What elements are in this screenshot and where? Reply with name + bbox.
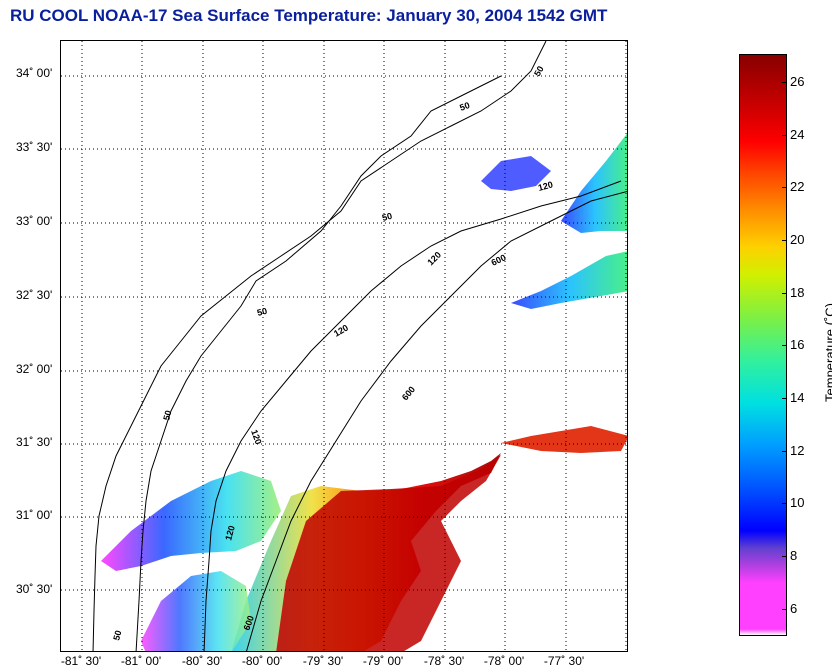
lon-label: -78˚ 00' — [483, 654, 525, 668]
colorbar-tick-label: 22 — [790, 179, 805, 194]
colorbar-tick-mark — [782, 82, 787, 83]
sst-patches — [101, 133, 627, 651]
colorbar-tick-mark — [782, 609, 787, 610]
lon-label: -81˚ 30' — [60, 654, 102, 668]
colorbar-tick-mark — [782, 556, 787, 557]
sst-patch-east-lower — [501, 426, 627, 453]
graticule — [61, 41, 627, 651]
contour-label: 600 — [241, 614, 256, 632]
map-title: RU COOL NOAA-17 Sea Surface Temperature:… — [10, 6, 608, 25]
lon-label: -77˚ 30' — [543, 654, 585, 668]
lat-label: 33˚ 30' — [16, 140, 53, 154]
coastline — [92, 41, 547, 651]
colorbar-tick-label: 14 — [790, 390, 805, 405]
contour-50m — [135, 75, 502, 651]
sst-patch-south-cyan — [141, 571, 251, 651]
colorbar-tick-label: 20 — [790, 232, 805, 247]
colorbar-tick-label: 18 — [790, 285, 805, 300]
colorbar-tick-mark — [782, 398, 787, 399]
lon-label: -79˚ 00' — [362, 654, 404, 668]
contour-label: 50 — [256, 306, 268, 318]
lat-label: 32˚ 00' — [16, 362, 53, 376]
colorbar-label: Temperature (˚C) — [822, 303, 832, 402]
colorbar-tick-label: 26 — [790, 74, 805, 89]
lon-label: -80˚ 00' — [241, 654, 283, 668]
colorbar-tick-mark — [782, 345, 787, 346]
colorbar-tick-label: 8 — [790, 548, 798, 563]
contour-600m — [246, 191, 627, 651]
colorbar-tick-label: 10 — [790, 495, 805, 510]
colorbar-tick-mark — [782, 293, 787, 294]
colorbar-tick-label: 24 — [790, 127, 805, 142]
colorbar-tick-mark — [782, 240, 787, 241]
colorbar-tick-label: 16 — [790, 337, 805, 352]
contour-label: 120 — [425, 250, 443, 268]
colorbar-tick-mark — [782, 503, 787, 504]
contour-label: 120 — [332, 323, 350, 339]
colorbar-tick-label: 12 — [790, 443, 805, 458]
sst-patch-northeast-blue — [481, 156, 551, 191]
colorbar-tick-mark — [782, 135, 787, 136]
contour-label: 120 — [223, 524, 237, 541]
contour-label: 50 — [111, 629, 123, 641]
contour-label: 50 — [458, 100, 471, 113]
lat-label: 31˚ 00' — [16, 508, 53, 522]
lat-label: 31˚ 30' — [16, 435, 53, 449]
lon-label: -78˚ 30' — [423, 654, 465, 668]
lon-label: -80˚ 30' — [181, 654, 223, 668]
sst-map-svg: 50 50 50 50 50 50 120 120 120 120 120 60… — [61, 41, 627, 651]
colorbar-tick-label: 6 — [790, 601, 798, 616]
lat-label: 34˚ 00' — [16, 66, 53, 80]
bathymetry-contours — [135, 75, 627, 651]
contour-label: 50 — [381, 211, 393, 223]
lat-label: 30˚ 30' — [16, 582, 53, 596]
contour-label: 50 — [161, 409, 173, 421]
colorbar-tick-mark — [782, 187, 787, 188]
lon-label: -79˚ 30' — [302, 654, 344, 668]
lat-label: 32˚ 30' — [16, 288, 53, 302]
lon-label: -81˚ 00' — [120, 654, 162, 668]
lat-label: 33˚ 00' — [16, 214, 53, 228]
contour-120m — [203, 180, 622, 651]
sst-patch-south-red — [276, 455, 501, 651]
contour-label: 120 — [249, 428, 264, 446]
sst-patch-east-middle — [511, 251, 627, 309]
colorbar-tick-mark — [782, 451, 787, 452]
sst-map: 50 50 50 50 50 50 120 120 120 120 120 60… — [60, 40, 628, 652]
contour-label: 600 — [400, 384, 417, 402]
sst-patch-southwest-cold — [101, 471, 281, 571]
contour-label: 50 — [532, 64, 546, 78]
colorbar — [739, 54, 787, 636]
contour-label: 120 — [537, 179, 554, 193]
